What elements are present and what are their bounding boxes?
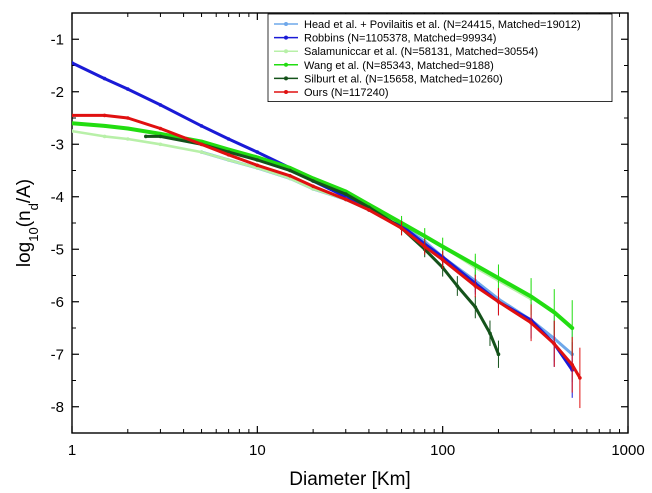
legend-entry: Ours (N=117240)	[304, 87, 388, 99]
data-point	[311, 179, 315, 183]
y-tick-label: -3	[51, 136, 64, 153]
y-tick-label: -5	[51, 241, 64, 258]
data-point	[126, 87, 130, 91]
series-line	[72, 61, 574, 372]
data-point	[158, 134, 163, 139]
series-0	[199, 150, 574, 383]
data-point	[102, 76, 107, 81]
legend-marker	[284, 62, 288, 67]
data-point	[72, 61, 74, 65]
data-point	[126, 137, 130, 141]
legend-box	[267, 13, 613, 102]
data-point	[126, 116, 130, 120]
legend-marker	[284, 49, 288, 54]
data-point	[72, 113, 74, 118]
data-point	[367, 208, 371, 212]
legend-marker	[284, 35, 288, 40]
y-axis-label-log: log	[14, 242, 35, 267]
data-point	[102, 134, 107, 139]
data-point	[158, 132, 163, 136]
x-tick-label: 1	[68, 442, 76, 459]
y-tick-label: -7	[51, 346, 64, 363]
data-point	[226, 153, 231, 157]
data-point	[158, 142, 163, 147]
x-tick-label: 100	[430, 442, 455, 459]
legend-entry: Wang et al. (N=85343, Matched=9188)	[304, 60, 494, 72]
data-point	[226, 158, 231, 162]
data-point	[288, 174, 292, 178]
data-point	[199, 150, 204, 154]
legend: Head et al. + Povilaitis et al. (N=24415…	[267, 13, 613, 102]
x-tick-label: 10	[249, 442, 266, 459]
x-axis-label: Diameter [Km]	[289, 469, 410, 490]
data-point	[158, 126, 163, 131]
legend-entry: Robbins (N=1105378, Matched=99934)	[304, 33, 496, 45]
series-4	[144, 134, 501, 368]
legend-entry: Silburt et al. (N=15658, Matched=10260)	[304, 73, 503, 85]
data-point	[311, 184, 315, 189]
data-point	[255, 150, 260, 154]
series-line	[200, 150, 574, 356]
data-point	[72, 121, 74, 126]
legend-marker	[284, 76, 288, 81]
axis-ticks: 1 10 100 1000 -1 -2 -3 -4 -5 -6 -7 -8	[51, 12, 645, 459]
series-3	[72, 121, 575, 356]
data-point	[102, 124, 107, 128]
y-axis-label-sub10: 10	[26, 227, 41, 241]
y-axis-label: log10(nd/A)	[14, 179, 41, 267]
legend-marker	[284, 90, 288, 94]
y-tick-label: -6	[51, 294, 64, 311]
data-point	[102, 113, 107, 118]
y-tick-label: -8	[51, 399, 64, 416]
y-tick-label: -1	[51, 31, 64, 48]
series-5	[72, 113, 582, 409]
data-point	[226, 137, 231, 141]
series-layer	[72, 61, 582, 409]
series-line	[144, 134, 500, 356]
y-axis-label-subd: d	[26, 203, 41, 210]
data-point	[255, 163, 260, 168]
data-point	[288, 168, 292, 173]
series-line	[72, 113, 582, 380]
data-point	[126, 126, 130, 131]
legend-entry: Salamuniccar et al. (N=58131, Matched=30…	[304, 46, 538, 58]
data-point	[344, 192, 348, 196]
data-point	[199, 142, 204, 147]
data-point	[255, 158, 260, 162]
y-tick-label: -2	[51, 84, 64, 101]
data-point	[72, 129, 74, 133]
y-axis-label-tail: /A)	[14, 179, 35, 203]
legend-marker	[284, 22, 288, 26]
data-point	[144, 134, 148, 139]
x-tick-label: 1000	[611, 442, 644, 459]
y-axis-label-paren: (n	[14, 210, 35, 227]
data-point	[199, 124, 204, 128]
data-point	[158, 103, 163, 107]
data-point	[344, 197, 348, 202]
legend-entry: Head et al. + Povilaitis et al. (N=24415…	[304, 19, 581, 31]
y-tick-label: -4	[51, 189, 64, 206]
series-2	[72, 129, 533, 318]
